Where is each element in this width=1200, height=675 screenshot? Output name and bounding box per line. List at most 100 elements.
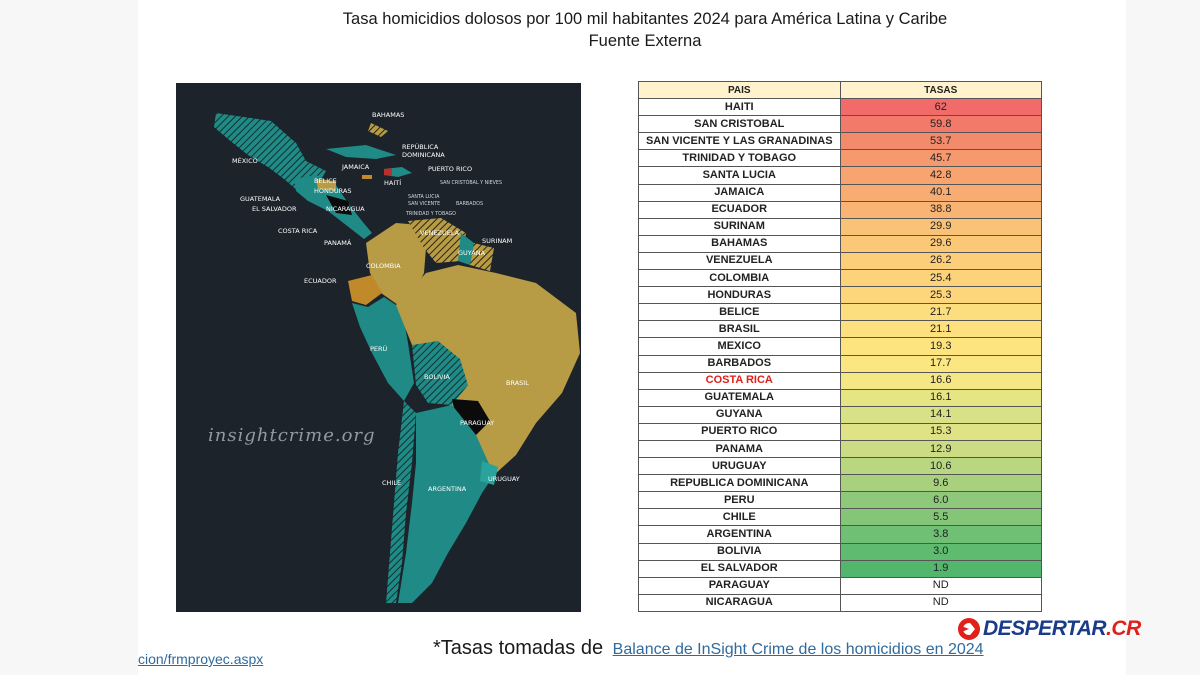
table-row: VENEZUELA 26.2 [638, 251, 1042, 271]
label-costa-rica: COSTA RICA [278, 227, 318, 235]
honduras-shape [316, 179, 336, 191]
footnote-source-link[interactable]: Balance de InSight Crime de los homicidi… [612, 641, 984, 658]
truncated-url-link[interactable]: cion/frmproyec.aspx [138, 651, 264, 667]
label-republica-1: REPÚBLICA [402, 142, 439, 151]
cuba-shape [326, 145, 396, 159]
table-row: MEXICO 19.3 [638, 337, 1042, 356]
cell-country: MEXICO [638, 337, 841, 356]
cell-rate: 19.3 [839, 337, 1042, 356]
cell-rate: 16.1 [839, 388, 1042, 407]
header-rate: TASAS [839, 80, 1042, 100]
cell-rate: 3.8 [839, 525, 1042, 544]
cell-rate: 29.6 [839, 234, 1042, 253]
cell-rate: 10.6 [839, 457, 1042, 476]
table-row: PARAGUAY ND [638, 576, 1042, 595]
table-row: COSTA RICA 16.6 [638, 371, 1042, 390]
nicaragua-shape [326, 195, 352, 215]
table-row: ECUADOR 38.8 [638, 200, 1042, 219]
cell-rate: 38.8 [839, 200, 1042, 219]
label-venezuela: VENEZUELA [420, 229, 460, 237]
table-row: PANAMA 12.9 [638, 439, 1042, 459]
cell-rate: 21.1 [839, 320, 1042, 339]
cell-country: EL SALVADOR [638, 559, 841, 578]
cell-country: BARBADOS [638, 354, 841, 373]
label-el-salvador: EL SALVADOR [252, 205, 297, 213]
label-jamaica: JAMAICA [341, 163, 370, 171]
cell-rate: 26.2 [839, 251, 1042, 271]
label-guatemala: GUATEMALA [240, 195, 281, 203]
argentina-shape [398, 405, 494, 603]
table-row: SAN VICENTE Y LAS GRANADINAS 53.7 [638, 132, 1042, 151]
logo-mark-icon [958, 618, 980, 640]
cell-country: SAN VICENTE Y LAS GRANADINAS [638, 132, 841, 151]
table-row: URUGUAY 10.6 [638, 457, 1042, 476]
footnote: *Tasas tomadas de Balance de InSight Cri… [433, 637, 984, 660]
bahamas-shape [368, 123, 388, 137]
cell-country: JAMAICA [638, 183, 841, 202]
label-puerto-rico: PUERTO RICO [428, 165, 472, 173]
brasil-shape [396, 265, 580, 475]
cell-rate: 9.6 [839, 474, 1042, 493]
despertar-logo: DESPERTAR.CR [958, 616, 1141, 642]
cell-country: BELICE [638, 303, 841, 322]
title-line-2: Fuente Externa [588, 32, 702, 50]
cell-rate: 16.6 [839, 371, 1042, 390]
label-san-cristobal: SAN CRISTÓBAL Y NIEVES [440, 179, 502, 186]
cell-rate: ND [839, 593, 1042, 612]
table-row: COLOMBIA 25.4 [638, 269, 1042, 288]
uruguay-shape [480, 461, 498, 485]
jamaica-shape [362, 175, 372, 179]
right-margin [1126, 0, 1200, 675]
peru-shape [352, 297, 414, 401]
title-line-1: Tasa homicidios dolosos por 100 mil habi… [342, 10, 948, 28]
table-row: ARGENTINA 3.8 [638, 525, 1042, 544]
latin-america-map: BAHAMAS REPÚBLICA DOMINICANA MÉXICO JAMA… [176, 83, 581, 612]
cell-rate: 14.1 [839, 405, 1042, 424]
cell-rate: 42.8 [839, 166, 1042, 185]
table-row: SURINAM 29.9 [638, 217, 1042, 236]
label-nicaragua: NICARAGUA [326, 205, 365, 213]
cell-country: COLOMBIA [638, 269, 841, 288]
chile-shape [386, 401, 416, 603]
cell-country: SURINAM [638, 217, 841, 236]
cell-country: PANAMA [638, 439, 841, 459]
table-row: EL SALVADOR 1.9 [638, 559, 1042, 578]
table-row: BELICE 21.7 [638, 303, 1042, 322]
cell-country: ARGENTINA [638, 525, 841, 544]
map-svg: BAHAMAS REPÚBLICA DOMINICANA MÉXICO JAMA… [208, 111, 580, 603]
cell-country: VENEZUELA [638, 251, 841, 271]
cell-rate: 21.7 [839, 303, 1042, 322]
cell-country: BAHAMAS [638, 234, 841, 253]
cell-country: CHILE [638, 508, 841, 527]
cell-rate: 1.9 [839, 559, 1042, 578]
label-san-vicente: SAN VICENTE [408, 201, 440, 207]
cell-rate: 15.3 [839, 422, 1042, 441]
label-mexico: MÉXICO [232, 156, 258, 165]
rates-table: PAIS TASAS HAITI 62 SAN CRISTOBAL 59.8 SAN V… [638, 80, 1042, 612]
label-santa-lucia: SANTA LUCIA [408, 194, 440, 200]
colombia-shape [366, 223, 426, 305]
table-row: PERU 6.0 [638, 491, 1042, 510]
label-brasil: BRASIL [506, 379, 529, 387]
table-header-row: PAIS TASAS [638, 80, 1042, 100]
haiti-shape [384, 168, 392, 176]
table-row: TRINIDAD Y TOBAGO 45.7 [638, 149, 1042, 168]
label-colombia: COLOMBIA [366, 262, 401, 270]
cell-country: GUATEMALA [638, 388, 841, 407]
label-peru: PERÚ [370, 344, 388, 353]
cell-rate: 5.5 [839, 508, 1042, 527]
cell-rate: 29.9 [839, 217, 1042, 236]
guyana-shape [458, 233, 474, 265]
mexico-shape [214, 113, 326, 191]
header-country: PAIS [638, 80, 841, 100]
label-uruguay: URUGUAY [488, 475, 520, 483]
label-honduras: HONDURAS [314, 187, 351, 195]
table-row: CHILE 5.5 [638, 508, 1042, 527]
footnote-prefix: *Tasas tomadas de [433, 637, 604, 659]
cell-rate: 45.7 [839, 149, 1042, 168]
cell-country: SAN CRISTOBAL [638, 115, 841, 134]
cell-country: BRASIL [638, 320, 841, 339]
cell-rate: 53.7 [839, 132, 1042, 151]
cell-country: URUGUAY [638, 457, 841, 476]
label-surinam: SURINAM [482, 237, 512, 245]
